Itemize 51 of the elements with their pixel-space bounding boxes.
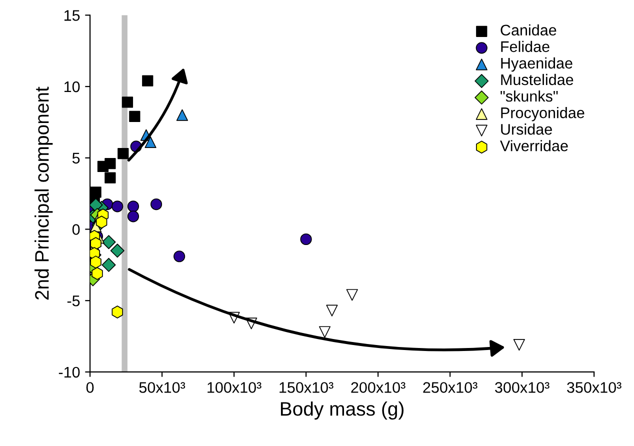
point: [176, 109, 188, 121]
point: [102, 235, 116, 250]
x-tick-label: 200x10³: [351, 382, 406, 393]
point: [104, 158, 116, 170]
point: [127, 210, 140, 222]
point: [122, 96, 134, 108]
point: [127, 200, 140, 212]
y-tick-label: -5: [67, 296, 80, 306]
point: [318, 326, 331, 338]
point: [144, 136, 156, 148]
point: [326, 304, 338, 316]
legend-label: Viverridae: [500, 140, 568, 152]
x-tick-label: 350x10³: [567, 382, 622, 393]
point: [90, 256, 102, 269]
x-tick-label: 0: [86, 382, 94, 393]
x-tick-label: 150x10³: [280, 382, 334, 393]
x-tick-label: 100x10³: [208, 382, 262, 393]
point: [129, 110, 140, 122]
legend-label: "skunks": [500, 90, 558, 102]
point: [102, 258, 116, 272]
legend-label: Ursidae: [501, 124, 552, 135]
legend-label: Felidae: [501, 40, 550, 52]
point: [174, 250, 186, 262]
point: [300, 233, 312, 246]
point: [346, 289, 358, 301]
y-tick-label: 5: [72, 152, 80, 164]
legend-label: Canidae: [500, 24, 556, 36]
point: [150, 198, 162, 210]
x-axis-title: Body mass (g): [280, 401, 404, 420]
point: [110, 244, 124, 258]
point: [96, 216, 108, 229]
point: [112, 200, 124, 212]
y-tick-label: -10: [58, 366, 80, 378]
point: [104, 172, 116, 184]
point: [90, 186, 102, 198]
x-tick-label: 300x10³: [495, 382, 550, 393]
y-tick-label: 15: [64, 10, 80, 21]
point: [112, 306, 124, 318]
x-tick-label: 50x10³: [139, 382, 186, 393]
point: [118, 148, 129, 160]
y-tick-label: 0: [72, 224, 80, 235]
legend-label: Mustelidae: [501, 74, 574, 86]
legend-label: Hyaenidae: [501, 57, 572, 72]
y-tick-label: 10: [64, 81, 80, 92]
point: [513, 339, 525, 351]
y-axis-title: 2nd Principal component: [34, 86, 53, 300]
point: [90, 237, 102, 250]
x-tick-label: 250x10³: [423, 382, 478, 393]
point: [142, 75, 154, 86]
legend-label: Procyonidae: [501, 107, 584, 122]
point: [92, 267, 103, 280]
